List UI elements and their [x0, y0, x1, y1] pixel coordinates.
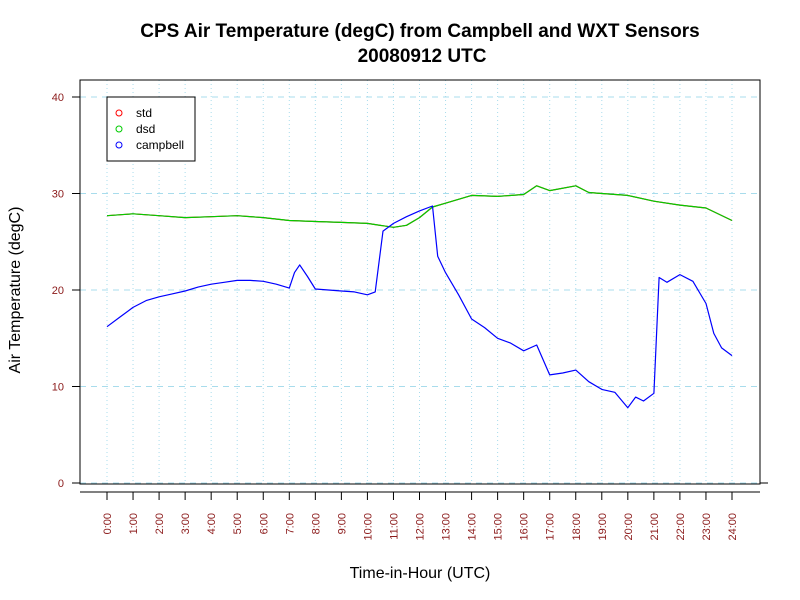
x-tick-label: 23:00 — [701, 513, 713, 541]
x-tick-label: 11:00 — [388, 513, 400, 540]
legend-label-std: std — [136, 106, 152, 120]
y-tick-label: 30 — [52, 189, 64, 201]
x-tick-label: 16:00 — [519, 513, 531, 541]
x-tick-label: 24:00 — [727, 513, 739, 541]
x-tick-label: 18:00 — [571, 513, 583, 541]
series-campbell — [106, 205, 733, 409]
x-tick-label: 4:00 — [206, 513, 218, 534]
x-tick-label: 9:00 — [336, 513, 348, 534]
x-tick-label: 2:00 — [154, 513, 166, 534]
x-tick-label: 14:00 — [467, 513, 479, 541]
legend-marker-campbell — [115, 141, 123, 149]
y-tick-label: 20 — [52, 285, 64, 297]
x-tick-label: 19:00 — [597, 513, 609, 541]
y-tick-label: 10 — [52, 382, 64, 394]
x-tick-label: 5:00 — [232, 513, 244, 534]
x-tick-label: 3:00 — [180, 513, 192, 534]
legend: std dsd campbell — [106, 96, 196, 162]
chart-title: CPS Air Temperature (degC) from Campbell… — [140, 21, 700, 42]
x-tick-label: 13:00 — [441, 513, 453, 541]
legend-marker-dsd — [115, 125, 123, 133]
y-axis-label: Air Temperature (degC) — [7, 207, 24, 374]
x-tick-label: 10:00 — [362, 513, 374, 541]
x-tick-label: 15:00 — [493, 513, 505, 541]
x-tick-label: 20:00 — [623, 513, 635, 541]
chart-subtitle: 20080912 UTC — [358, 46, 487, 67]
axes — [72, 96, 768, 500]
x-tick-label: 21:00 — [649, 513, 661, 541]
x-tick-label: 12:00 — [415, 513, 427, 541]
x-tick-label: 0:00 — [102, 513, 114, 534]
ticks: 0 10 20 30 40 0:00 1:00 2:00 3:00 4:00 5:00 6:00 7:0… — [52, 92, 739, 541]
x-tick-label: 8:00 — [310, 513, 322, 534]
y-tick-label: 0 — [58, 478, 64, 490]
x-tick-label: 6:00 — [258, 513, 270, 534]
x-axis-label: Time-in-Hour (UTC) — [350, 565, 491, 582]
x-tick-label: 7:00 — [284, 513, 296, 534]
legend-label-campbell: campbell — [136, 138, 184, 152]
x-tick-label: 1:00 — [128, 513, 140, 534]
legend-label-dsd: dsd — [136, 122, 155, 136]
y-tick-label: 40 — [52, 92, 64, 104]
legend-marker-std — [115, 109, 123, 117]
x-tick-label: 17:00 — [545, 513, 557, 541]
x-tick-label: 22:00 — [675, 513, 687, 541]
series-layer — [106, 185, 733, 409]
